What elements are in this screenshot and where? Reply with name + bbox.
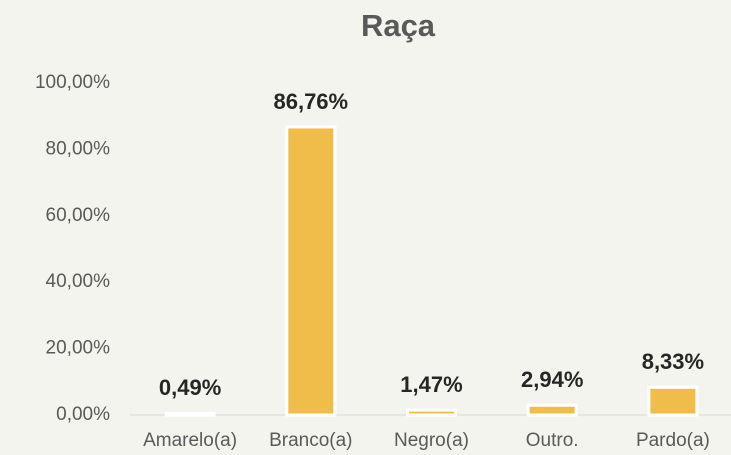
y-tick-label: 60,00% [46, 205, 111, 226]
y-tick-label: 20,00% [46, 338, 111, 359]
bar [285, 125, 337, 417]
y-tick-label: 40,00% [46, 271, 111, 292]
y-tick-label: 0,00% [56, 404, 110, 425]
x-tick-label: Negro(a) [394, 430, 469, 451]
bar [647, 385, 699, 417]
y-tick-label: 80,00% [46, 138, 111, 159]
data-label: 2,94% [521, 367, 583, 392]
data-label: 86,76% [273, 89, 348, 114]
x-tick-label: Branco(a) [269, 430, 352, 451]
data-label: 0,49% [159, 375, 221, 400]
bar [164, 411, 216, 417]
bar [526, 403, 578, 417]
y-tick-label: 100,00% [35, 72, 110, 93]
data-label: 1,47% [400, 372, 462, 397]
chart-title: Raça [361, 8, 436, 43]
x-tick-label: Amarelo(a) [143, 430, 237, 451]
bar [406, 408, 457, 417]
x-tick-label: Pardo(a) [636, 430, 710, 451]
data-label: 8,33% [642, 349, 704, 374]
x-tick-label: Outro. [526, 430, 579, 451]
